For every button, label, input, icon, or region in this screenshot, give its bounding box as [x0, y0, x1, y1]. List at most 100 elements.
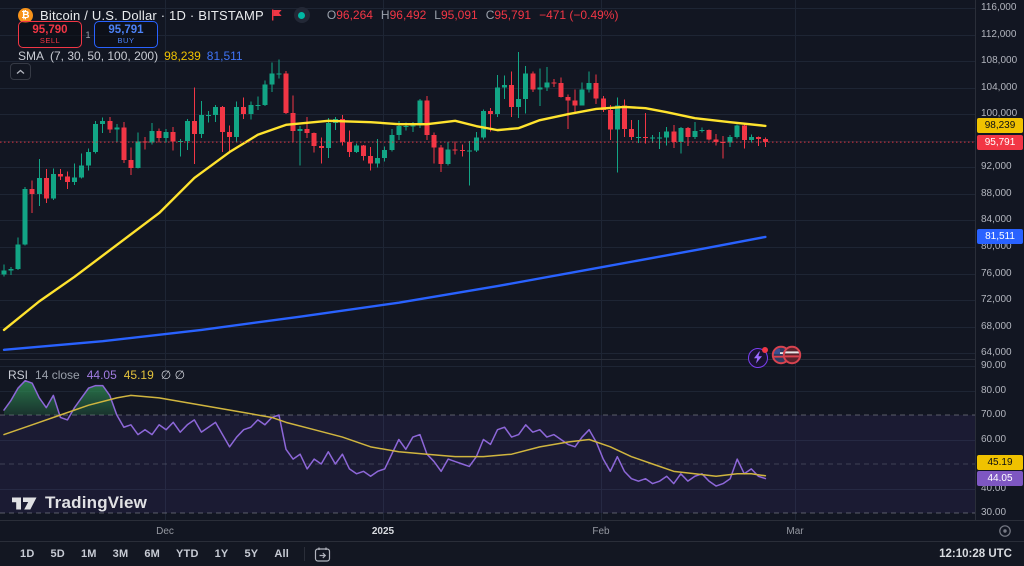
- candle-body: [114, 127, 120, 130]
- candle-body: [699, 130, 705, 132]
- time-axis-label: Mar: [786, 526, 804, 537]
- range-button-1M[interactable]: 1M: [80, 548, 97, 560]
- sma-blue-line: [2, 235, 767, 352]
- candle-body: [50, 173, 56, 199]
- date-range-switcher: 1D 5D 1M 3M 6M YTD 1Y 5Y All: [12, 546, 297, 562]
- ohlc-readout: O96,264 H96,492 L95,091 C95,791 −471 (−0…: [326, 8, 619, 22]
- sell-button[interactable]: 95,790 SELL: [18, 21, 82, 48]
- candle-body: [382, 150, 388, 159]
- candle-body: [276, 73, 282, 75]
- rsi-line: [3, 379, 767, 487]
- price-tick-label: 92,000: [981, 161, 1012, 173]
- grid-layer: [0, 0, 975, 520]
- range-button-6M[interactable]: 6M: [144, 548, 160, 560]
- candle-body: [135, 141, 141, 168]
- candle-body: [466, 150, 472, 152]
- candle-body: [86, 152, 92, 166]
- last-price-badge: 95,791: [977, 134, 1023, 150]
- time-axis-label: Dec: [156, 526, 174, 537]
- price-tick-label: 108,000: [981, 55, 1018, 67]
- range-button-1Y[interactable]: 1Y: [214, 548, 229, 560]
- price-tick-label: 72,000: [981, 294, 1012, 306]
- rsi-ma-value: 45.19: [123, 368, 154, 382]
- candle-body: [664, 131, 670, 138]
- price-tick-label: 104,000: [981, 81, 1018, 93]
- sma-yellow-price-badge: 98,239: [977, 118, 1023, 134]
- sma-indicator-legend[interactable]: SMA (7, 30, 50, 100, 200) 98,239 81,511: [18, 49, 243, 63]
- calendar-icon: [314, 547, 331, 562]
- axis-settings-icon[interactable]: [997, 523, 1013, 539]
- candle-body: [100, 120, 106, 125]
- sma-yellow-value: 98,239: [164, 49, 201, 63]
- candle-body: [93, 124, 99, 153]
- rsi-indicator-legend[interactable]: RSI 14 close 44.05 45.19 ∅ ∅: [8, 368, 186, 382]
- candle-body: [205, 114, 211, 116]
- candle-body: [551, 82, 557, 84]
- candlestick-chart[interactable]: [0, 0, 975, 520]
- notification-dot: [762, 346, 768, 353]
- candle-body: [741, 125, 747, 141]
- candle-body: [170, 132, 176, 142]
- chevron-up-icon: [16, 69, 25, 74]
- range-button-3M[interactable]: 3M: [112, 548, 129, 560]
- range-button-YTD[interactable]: YTD: [176, 548, 199, 560]
- flag-icon[interactable]: [271, 9, 283, 21]
- candle-body: [509, 84, 515, 107]
- candle-body: [671, 131, 677, 143]
- candle-body: [523, 73, 529, 99]
- candle-body: [657, 137, 663, 139]
- price-tick-label: 80,000: [981, 240, 1012, 252]
- clock-utc[interactable]: 12:10:28 UTC: [939, 548, 1012, 560]
- change-value: −471 (−0.49%): [539, 8, 619, 22]
- pane-divider[interactable]: [0, 359, 1024, 360]
- currency-flags-icon[interactable]: [771, 344, 802, 371]
- candle-body: [262, 84, 268, 105]
- range-button-All[interactable]: All: [274, 548, 289, 560]
- range-button-1D[interactable]: 1D: [20, 548, 35, 560]
- trade-buttons: 95,790 SELL 1 95,791 BUY: [18, 21, 158, 48]
- go-to-date-button[interactable]: [314, 546, 331, 563]
- open-value: 96,264: [336, 8, 373, 22]
- price-tick-label: 68,000: [981, 320, 1012, 332]
- floating-icons: [748, 344, 802, 371]
- candle-body: [495, 87, 500, 115]
- time-axis[interactable]: Dec 2025 Feb Mar: [0, 520, 1024, 541]
- price-tick-label: 84,000: [981, 214, 1012, 226]
- candle-body: [727, 136, 733, 143]
- candle-body: [269, 73, 275, 85]
- candle-body: [368, 156, 374, 164]
- range-button-5Y[interactable]: 5Y: [244, 548, 259, 560]
- range-button-5D[interactable]: 5D: [50, 548, 65, 560]
- candle-body: [107, 120, 113, 130]
- candle-body: [593, 83, 599, 99]
- tradingview-watermark: TradingView: [12, 493, 147, 513]
- candle-body: [685, 128, 691, 137]
- candle-body: [706, 130, 712, 140]
- candle-body: [8, 268, 14, 271]
- price-tick-label: 76,000: [981, 267, 1012, 279]
- candle-body: [198, 114, 204, 135]
- low-value: 95,091: [440, 8, 478, 22]
- candle-body: [121, 127, 127, 160]
- market-status-icon[interactable]: [293, 7, 310, 23]
- collapse-legend-button[interactable]: [10, 63, 31, 80]
- rsi-band-values: ∅ ∅: [160, 368, 186, 382]
- symbol-title[interactable]: Bitcoin / U.S. Dollar · 1D · BITSTAMP: [40, 7, 264, 23]
- rsi-tick-label: 90.00: [981, 360, 1007, 371]
- bitcoin-icon: ₿: [18, 7, 33, 23]
- candle-body: [762, 138, 768, 143]
- candle-body: [424, 100, 430, 135]
- chart-canvas[interactable]: [0, 0, 975, 520]
- buy-button[interactable]: 95,791 BUY: [94, 21, 158, 48]
- candle-body: [304, 128, 310, 133]
- boost-lightning-icon[interactable]: [748, 346, 768, 368]
- sma-blue-value: 81,511: [206, 49, 243, 63]
- candle-body: [403, 126, 409, 128]
- candle-body: [234, 106, 240, 137]
- price-axis[interactable]: 116,000112,000108,000104,000100,00096,00…: [975, 0, 1024, 520]
- candle-body: [184, 120, 190, 141]
- candle-body: [79, 165, 85, 178]
- candle-body: [586, 83, 592, 90]
- buy-price: 95,791: [108, 24, 144, 36]
- candle-body: [346, 142, 352, 153]
